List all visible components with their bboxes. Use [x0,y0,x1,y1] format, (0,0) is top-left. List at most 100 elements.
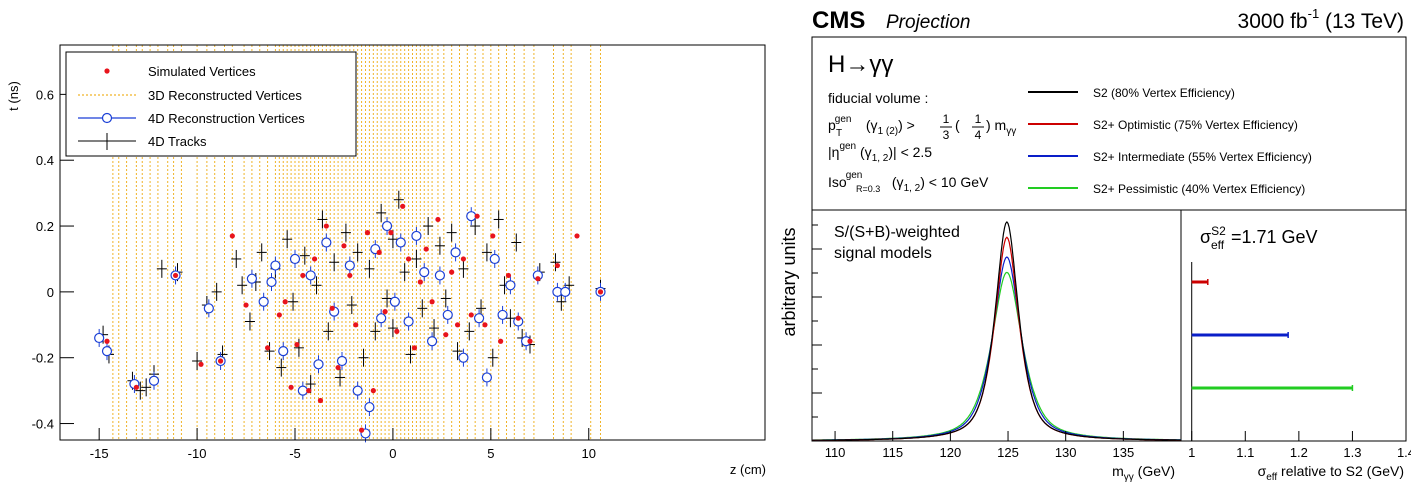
vertex-4d [266,276,277,288]
vertex-4d [313,359,324,370]
simulated-vertex [364,230,371,236]
legend-optimistic: S2+ Optimistic (75% Vertex Efficiency) [1093,118,1298,132]
fraction-1-num: 1 [943,112,950,126]
simulated-vertex [317,397,324,404]
mass-curves [811,221,1181,441]
simulated-vertex [229,233,235,239]
mass-x-tick-label: 115 [882,445,903,460]
vertex-4d [426,336,438,347]
mass-x-label: mγγ (GeV) [1112,463,1175,483]
simulated-vertex [264,345,271,351]
simulated-vertex [423,246,429,252]
legend-s2: S2 (80% Vertex Efficiency) [1093,86,1235,100]
vertex-4d [321,237,332,248]
legend-dot-icon [104,68,110,74]
simulated-vertex [323,223,329,229]
sigma-x-ticks: 1 1.1 1.2 1.3 1.4 [1188,431,1411,460]
simulated-vertex [411,345,418,351]
legend-box [65,51,357,157]
sigma-bars [1191,262,1354,441]
simulated-vertex [198,361,204,367]
simulated-vertex [288,384,294,390]
vertex-4d [411,230,422,242]
scatter-x-tick-label: -10 [188,446,207,461]
simulated-vertex [460,256,467,262]
vertex-4d [458,352,469,363]
cms-panel: CMS Projection 3000 fb-1 (13 TeV) H→γγ f… [779,6,1411,483]
simulated-vertex [429,299,435,305]
fiducial-line-2: pgen T (γ1 (2)) > [828,114,915,139]
sigma-x-tick-label: 1 [1188,445,1195,460]
simulated-vertex [474,213,480,219]
vertex-4d [148,375,160,386]
simulated-vertex [282,299,288,305]
vertex-4d [297,385,308,396]
simulated-vertex [388,230,394,236]
scatter-y-tick-label: 0.4 [36,153,54,168]
simulated-vertex [276,312,282,318]
vertex-4d [352,385,363,396]
vertex-4d [481,372,493,383]
simulated-vertex [172,272,179,279]
simulated-vertex [341,243,347,249]
scatter-x-ticks: -15 -10 -5 0 5 10 [90,428,596,461]
cms-legend: S2 (80% Vertex Efficiency) S2+ Optimisti… [1028,86,1312,196]
simulated-vertex [468,312,474,318]
simulated-group [104,203,604,433]
fraction-2-den: 4 [975,128,982,142]
fiducial-block: fiducial volume : pgen T (γ1 (2)) > 1 3 (… [828,90,1016,194]
simulated-vertex [515,315,521,321]
scatter-y-tick-label: -0.4 [32,417,54,432]
simulated-vertex [490,233,496,239]
legend-intermediate: S2+ Intermediate (55% Vertex Efficiency) [1093,150,1312,164]
cms-frame [811,36,1407,442]
process-title: H→γγ [828,51,893,78]
sigma-x-tick-label: 1.3 [1343,445,1361,460]
simulated-vertex [382,309,388,315]
simulated-vertex [535,276,541,282]
scatter-x-tick-label: 5 [487,446,494,461]
tracks-group [98,190,606,400]
simulated-vertex [376,249,382,255]
mass-x-tick-label: 135 [1112,445,1134,460]
simulated-vertex [300,272,306,279]
vertex-4d [270,260,281,271]
simulated-vertex [347,272,353,279]
mass-x-tick-label: 120 [940,445,962,460]
mass-x-ticks: 110 115 120 125 130 135 [825,431,1134,460]
simulated-vertex [394,328,400,334]
simulated-vertex [217,358,224,364]
mass-curve [812,221,1181,441]
simulated-vertex [306,388,312,394]
simulated-vertex [527,338,533,344]
scatter-x-tick-label: 0 [389,446,396,461]
scatter-frame [59,44,766,441]
vertex-4d [450,247,461,258]
mass-y-ticks [812,224,822,418]
simulated-vertex [133,384,139,390]
simulated-vertex [435,216,441,223]
legend-3d: 3D Reconstructed Vertices [148,88,302,103]
mass-y-label: arbitrary units [779,227,799,336]
vertex-4d [305,270,316,281]
vertex-4d [344,260,355,271]
scatter-x-label: z (cm) [730,462,766,477]
vertex-4d [489,253,500,265]
simulated-vertex [449,269,455,275]
vertex-4d [442,309,453,321]
vertex-4d [497,309,508,321]
vertex-4d [389,296,400,307]
vertex-4d [101,346,113,357]
simulated-vertex [505,272,512,279]
simulated-vertex [454,322,461,328]
simulated-vertex [482,322,488,328]
scatter-y-tick-label: 0.6 [36,87,54,102]
simulated-vertex [104,338,110,344]
cms-label: CMS [812,7,865,34]
vertex-4d [505,280,516,291]
scatter-y-tick-label: 0.2 [36,219,54,234]
vertex-4d [258,296,269,307]
vertex-4d [376,313,387,324]
vertex-4d [246,273,258,284]
simulated-vertex [400,203,406,209]
